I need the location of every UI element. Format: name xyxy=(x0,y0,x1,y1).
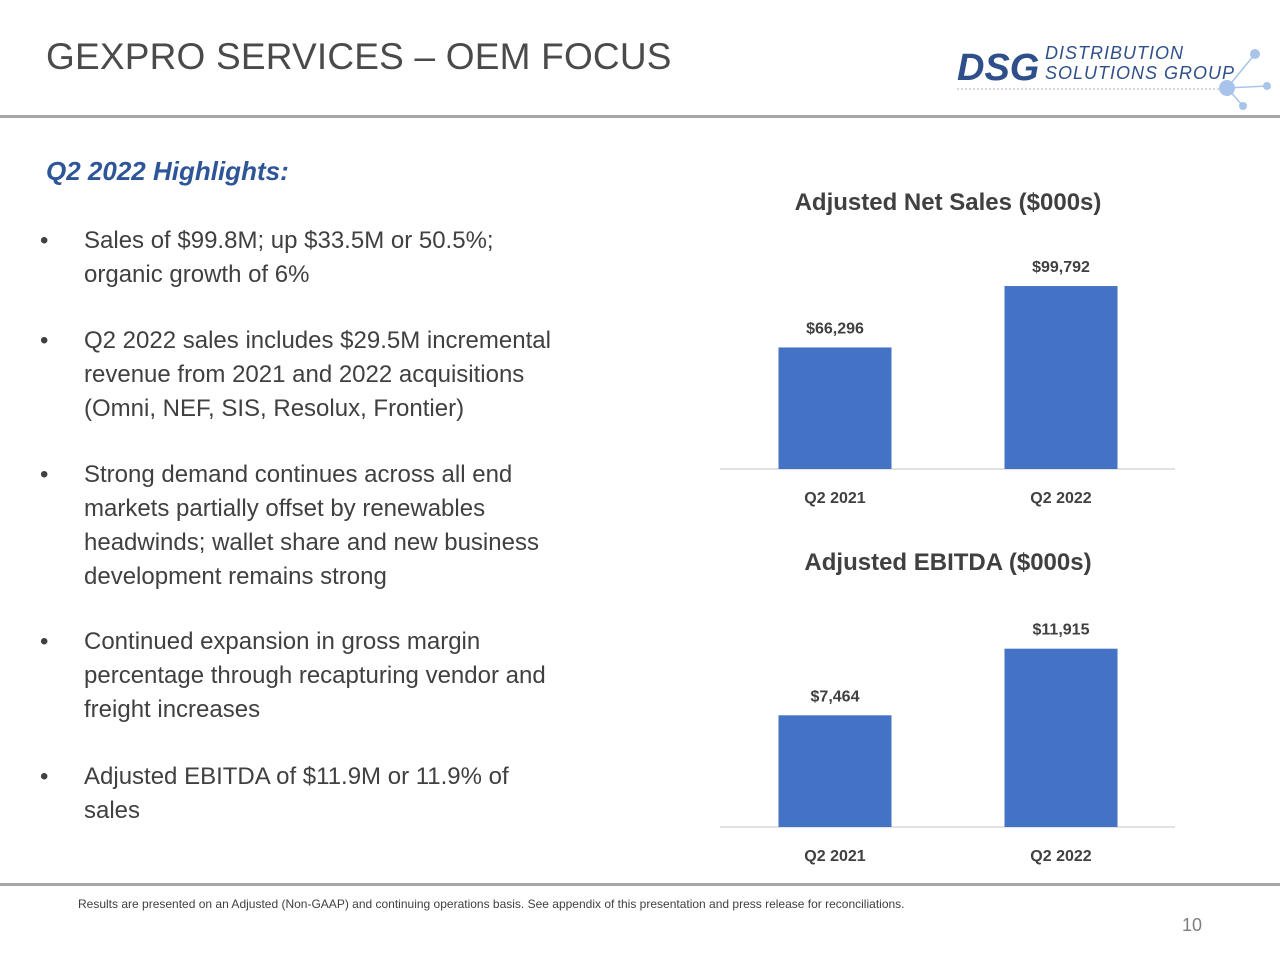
bullet-line: organic growth of 6% xyxy=(84,261,310,288)
bar xyxy=(778,715,892,827)
bar xyxy=(1004,648,1118,827)
data-label: $66,296 xyxy=(806,320,864,337)
charts-area: Adjusted Net Sales ($000s) $66,296 Q2 2021… xyxy=(720,189,1175,865)
dsg-logo: DSG DISTRIBUTION SOLUTIONS GROUP xyxy=(957,43,1271,110)
bullet-line: freight increases xyxy=(84,696,261,723)
chart-title: Adjusted Net Sales ($000s) xyxy=(795,189,1102,216)
highlight-bullet: • Q2 2022 sales includes $29.5M increment… xyxy=(40,324,620,426)
highlight-bullet: • Sales of $99.8M; up $33.5M or 50.5%; org… xyxy=(40,224,620,292)
network-nodes-icon xyxy=(1219,49,1271,110)
page-number: 10 xyxy=(1181,915,1202,935)
logo-line-1: DISTRIBUTION xyxy=(1045,43,1184,63)
bullet-line: headwinds; wallet share and new business xyxy=(84,529,539,556)
footnote: Results are presented on an Adjusted (No… xyxy=(78,897,905,911)
header-divider xyxy=(0,115,1280,118)
bullet-line: Continued expansion in gross margin xyxy=(84,628,481,655)
bullet-glyph: • xyxy=(40,461,49,488)
highlight-bullet: • Adjusted EBITDA of $11.9M or 11.9% of sa… xyxy=(40,760,620,828)
footer-divider xyxy=(0,883,1280,886)
highlight-bullet: • Continued expansion in gross margin perc… xyxy=(40,625,620,727)
x-tick-label: Q2 2022 xyxy=(1030,490,1091,507)
bullet-line: Strong demand continues across all end xyxy=(84,461,513,488)
bullet-glyph: • xyxy=(40,227,49,254)
bullet-line: Sales of $99.8M; up $33.5M or 50.5%; xyxy=(84,227,494,254)
bar-chart-2: Adjusted EBITDA ($000s) $7,464 Q2 2021 $11,… xyxy=(720,549,1175,865)
data-label: $11,915 xyxy=(1033,622,1090,639)
data-label: $7,464 xyxy=(811,688,860,705)
bullet-line: (Omni, NEF, SIS, Resolux, Frontier) xyxy=(84,395,465,422)
chart-title: Adjusted EBITDA ($000s) xyxy=(804,549,1091,576)
data-label: $99,792 xyxy=(1032,259,1090,276)
logo-mark: DSG xyxy=(957,47,1039,89)
x-tick-label: Q2 2021 xyxy=(804,848,865,865)
highlight-bullet: • Strong demand continues across all end m… xyxy=(40,458,620,594)
bullet-line: sales xyxy=(84,797,141,824)
highlights-heading: Q2 2022 Highlights: xyxy=(46,156,289,186)
bullet-line: Adjusted EBITDA of $11.9M or 11.9% of xyxy=(84,763,509,790)
bullet-line: development remains strong xyxy=(84,563,387,590)
page-title: GEXPRO SERVICES – OEM FOCUS xyxy=(46,36,672,77)
bullet-line: percentage through recapturing vendor an… xyxy=(84,662,546,689)
bullet-glyph: • xyxy=(40,628,49,655)
bar xyxy=(1004,286,1118,469)
x-tick-label: Q2 2021 xyxy=(804,490,865,507)
x-tick-label: Q2 2022 xyxy=(1030,848,1091,865)
bullet-line: Q2 2022 sales includes $29.5M incrementa… xyxy=(84,327,551,354)
logo-line-2: SOLUTIONS GROUP xyxy=(1045,63,1235,83)
bullet-glyph: • xyxy=(40,327,49,354)
bar xyxy=(778,347,892,469)
bullet-glyph: • xyxy=(40,763,49,790)
bullet-line: markets partially offset by renewables xyxy=(84,495,486,522)
bar-chart-1: Adjusted Net Sales ($000s) $66,296 Q2 2021… xyxy=(720,189,1175,507)
bullet-line: revenue from 2021 and 2022 acquisitions xyxy=(84,361,525,388)
